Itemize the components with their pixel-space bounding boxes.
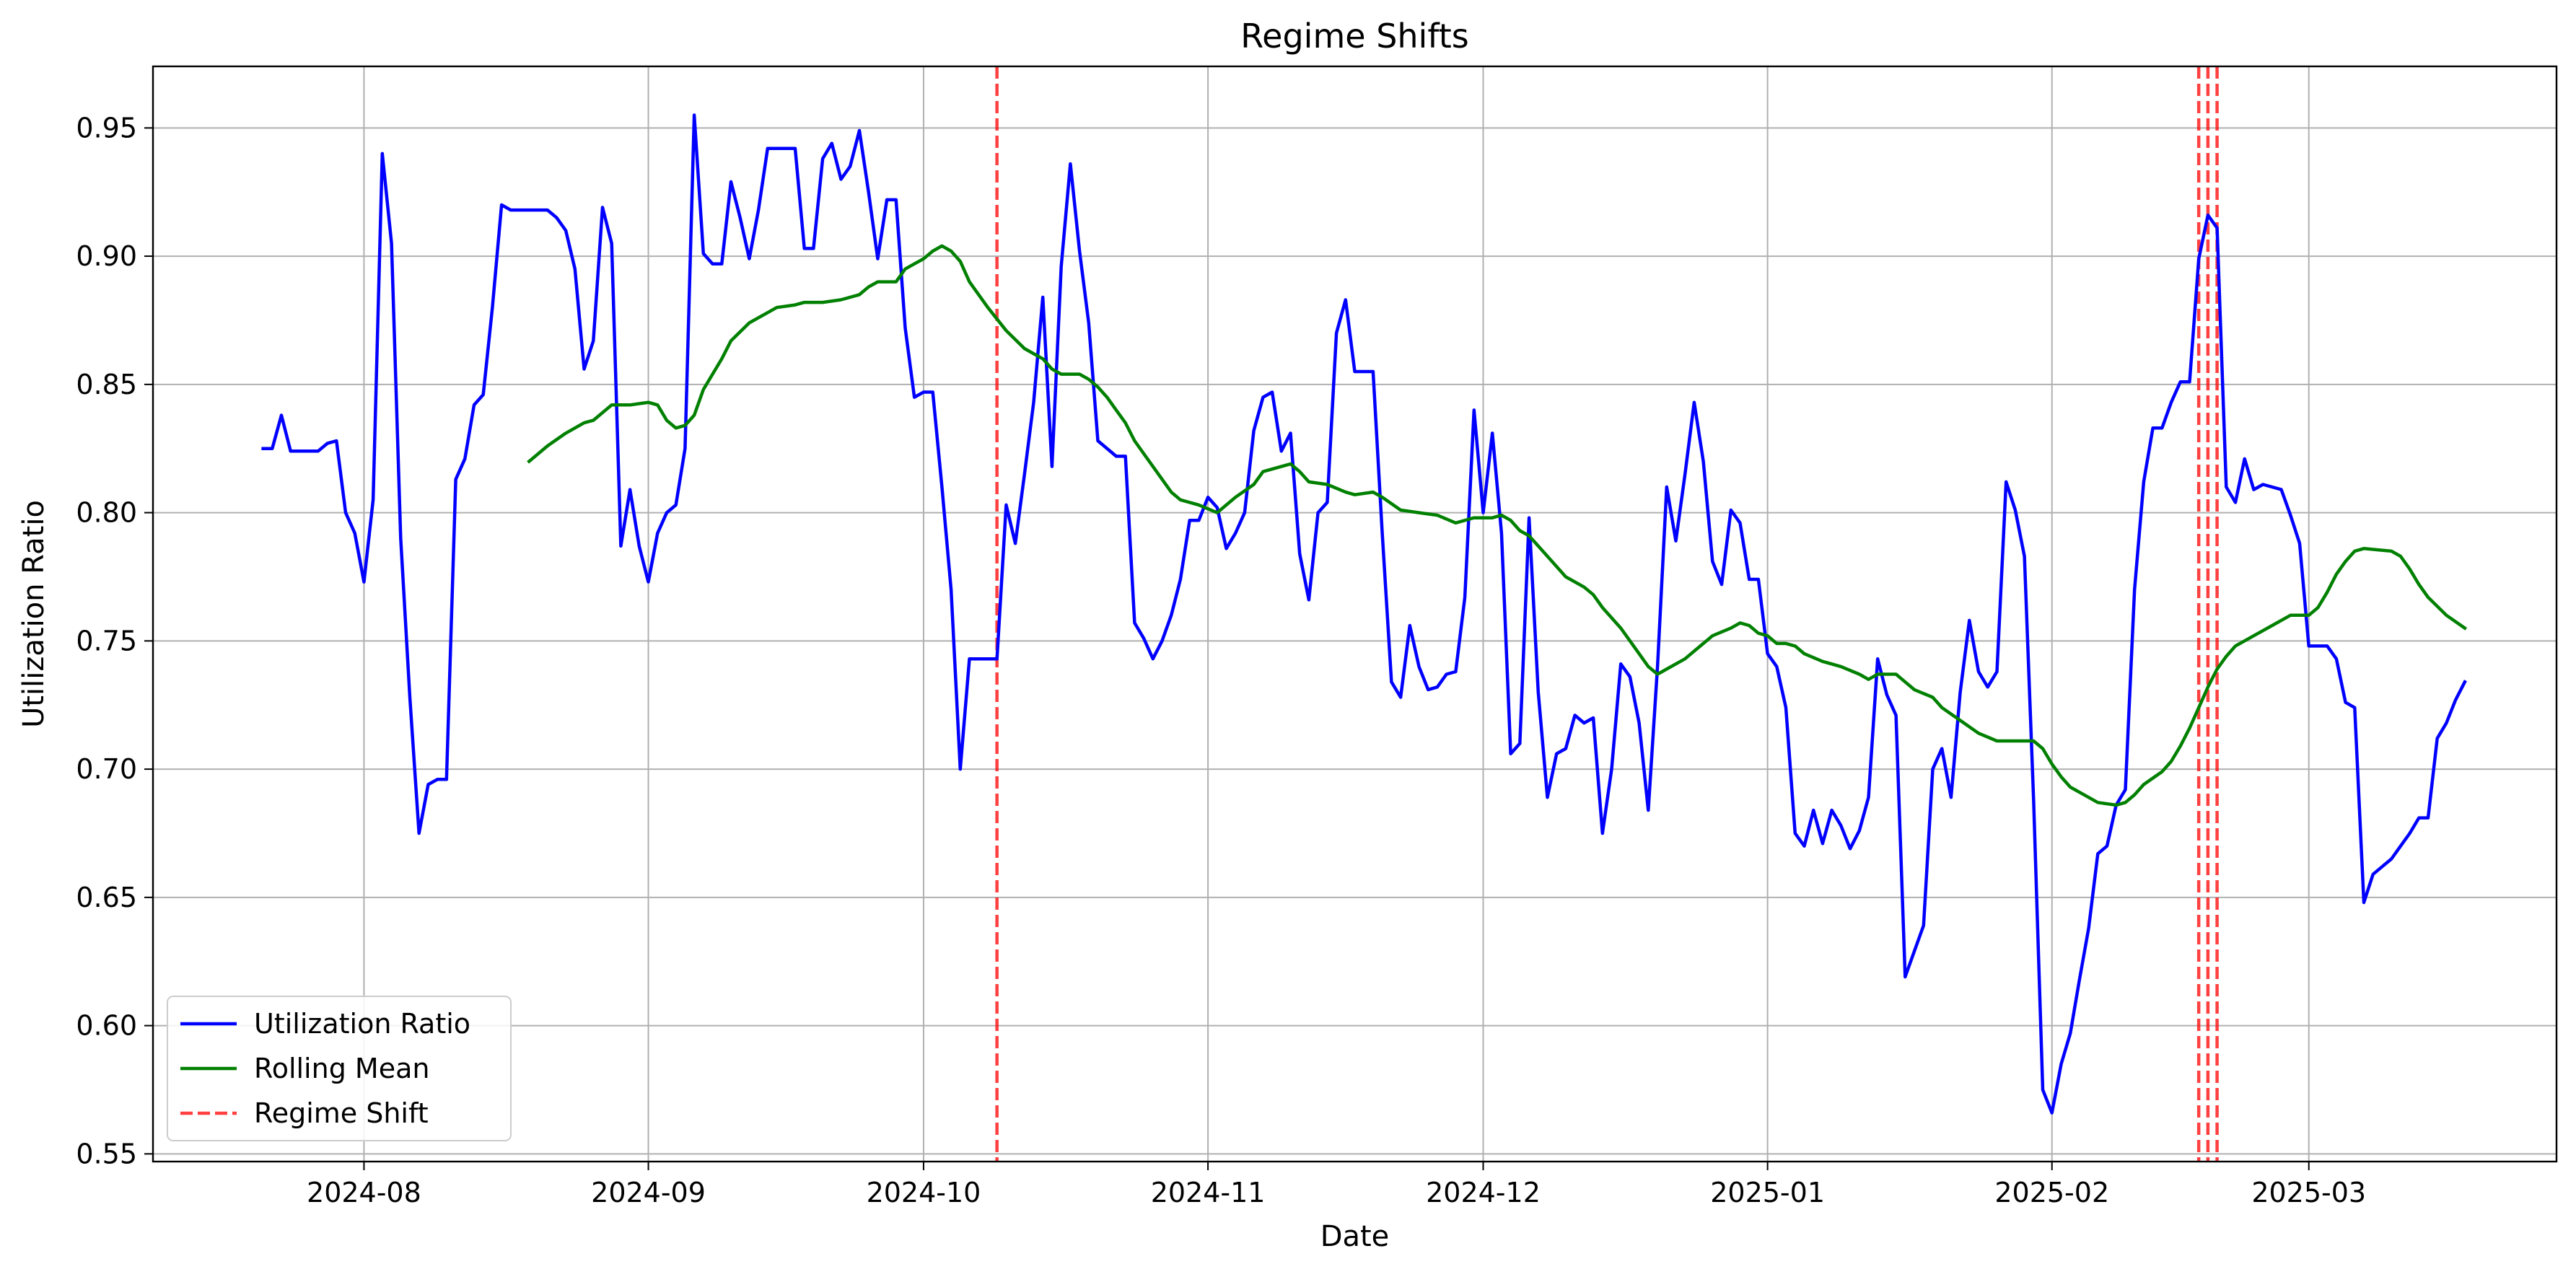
y-tick-label: 0.85 (76, 369, 137, 400)
legend-label: Regime Shift (254, 1097, 429, 1129)
x-tick-label: 2025-02 (1994, 1177, 2109, 1208)
x-axis-ticks: 2024-08 2024-09 2024-10 2024-11 2024-12 2025-… (307, 1162, 2366, 1208)
x-tick-label: 2024-12 (1426, 1177, 1541, 1208)
rolling-mean-line (527, 244, 2468, 807)
y-tick-label: 0.55 (76, 1138, 137, 1170)
y-tick-label: 0.90 (76, 240, 137, 272)
x-tick-label: 2024-09 (591, 1177, 706, 1208)
x-tick-label: 2024-08 (307, 1177, 421, 1208)
y-tick-label: 0.70 (76, 753, 137, 785)
x-tick-label: 2024-10 (867, 1177, 981, 1208)
legend-label: Utilization Ratio (254, 1008, 470, 1040)
x-tick-label: 2024-11 (1151, 1177, 1266, 1208)
y-tick-label: 0.80 (76, 497, 137, 529)
y-tick-label: 0.60 (76, 1010, 137, 1042)
chart-title: Regime Shifts (1240, 17, 1468, 56)
x-tick-label: 2025-01 (1710, 1177, 1825, 1208)
utilization-ratio-line (261, 113, 2467, 1115)
series-lines (261, 113, 2468, 1115)
plot-frame (152, 65, 2558, 1163)
legend: Utilization Ratio Rolling Mean Regime Shif… (167, 996, 512, 1141)
y-tick-label: 0.75 (76, 625, 137, 657)
y-axis-label: Utilization Ratio (17, 500, 51, 728)
y-tick-label: 0.65 (76, 882, 137, 913)
y-axis-ticks: 0.55 0.60 0.65 0.70 0.75 0.80 0.85 0.90 0.95 (76, 112, 153, 1170)
y-tick-label: 0.95 (76, 112, 137, 144)
x-tick-label: 2025-03 (2251, 1177, 2366, 1208)
legend-label: Rolling Mean (254, 1053, 429, 1084)
x-axis-label: Date (1320, 1220, 1390, 1253)
legend-box (167, 996, 512, 1141)
grid (153, 66, 2557, 1162)
